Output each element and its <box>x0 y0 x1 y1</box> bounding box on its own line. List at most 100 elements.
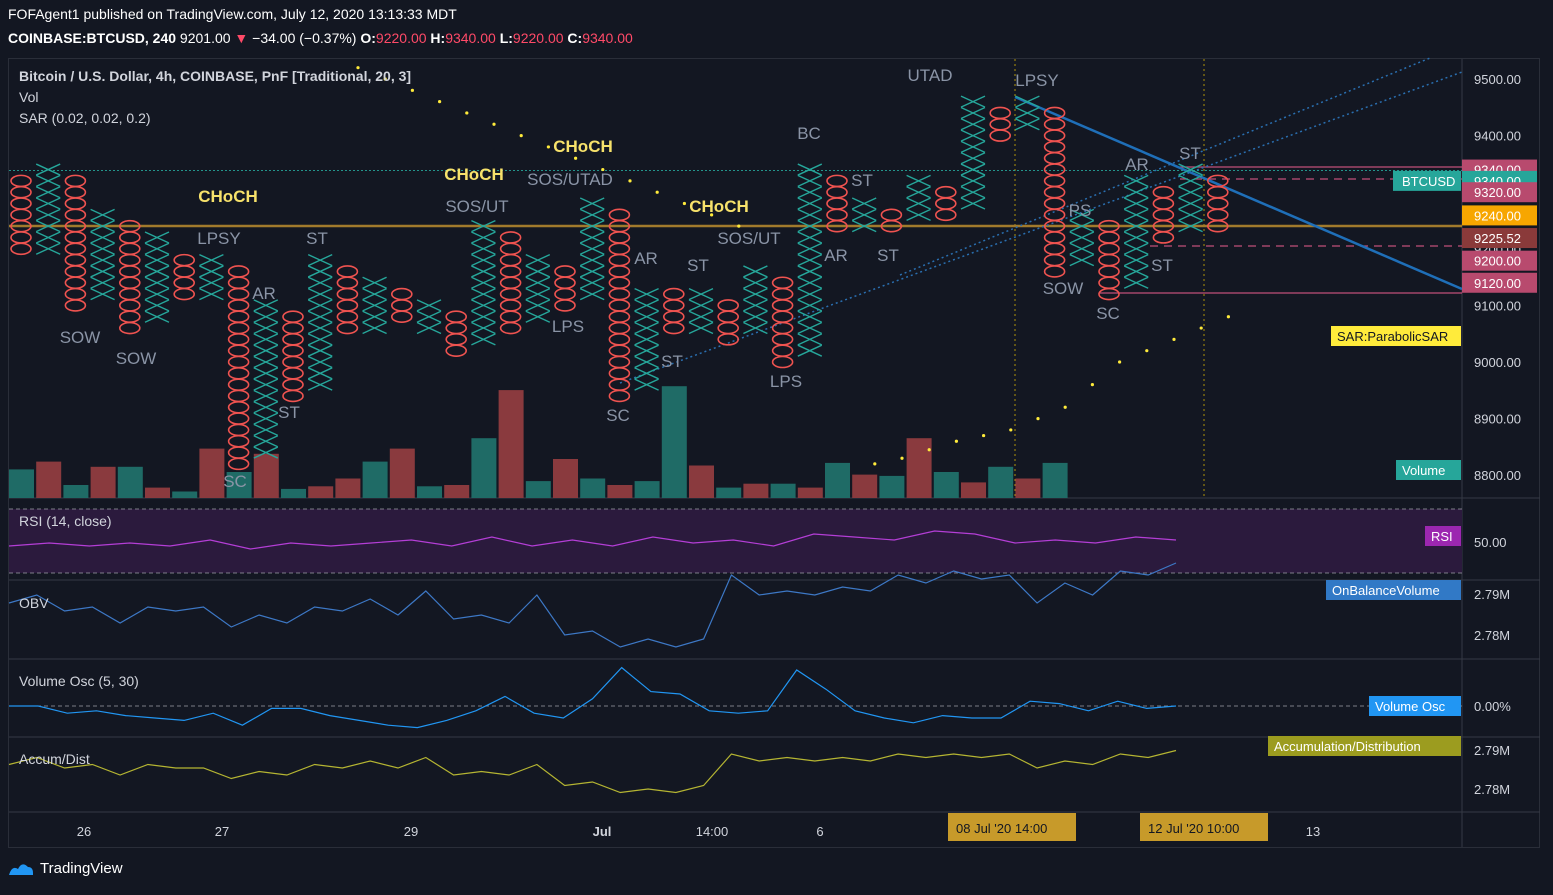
pnf-x-column <box>851 197 877 233</box>
sar-dot <box>601 167 605 172</box>
obv-side-label-box <box>1326 580 1461 600</box>
pnf-x-box <box>1069 231 1095 244</box>
volosc-line <box>9 666 1177 729</box>
sar-dot <box>1036 417 1040 421</box>
sar-dot <box>519 134 523 138</box>
pnf-x-box <box>253 333 279 346</box>
pnf-o-box <box>608 299 631 312</box>
wyckoff-annotation: ST <box>278 403 300 422</box>
pnf-x-box <box>634 344 659 357</box>
pnf-x-box <box>797 231 823 244</box>
pnf-o-box <box>989 117 1012 131</box>
pnf-x-box <box>253 367 279 380</box>
volume-bar <box>743 483 769 498</box>
pnf-x-box <box>688 299 714 312</box>
wyckoff-annotation: SC <box>1096 304 1120 323</box>
volume-bar <box>9 469 34 498</box>
pnf-x-box <box>797 321 823 335</box>
pnf-x-box <box>688 321 714 335</box>
wyckoff-annotation: ST <box>687 256 709 275</box>
pnf-x-box <box>144 299 170 312</box>
volosc-side-label-box <box>1369 696 1461 716</box>
volume-bar <box>716 487 742 498</box>
pnf-x-box <box>906 186 931 199</box>
pnf-x-box <box>634 355 659 369</box>
pnf-x-box <box>1069 220 1095 233</box>
pnf-x-box <box>960 197 986 210</box>
price-tag-label: 9120.00 <box>1474 276 1521 291</box>
volume-bar <box>36 461 62 498</box>
pnf-o-box <box>608 208 631 222</box>
pnf-x-box <box>797 186 823 199</box>
accum-line <box>8 749 1177 794</box>
pnf-o-column <box>445 310 468 357</box>
price-axis-label: 9500.00 <box>1474 72 1521 87</box>
time-axis-label: 27 <box>215 824 229 839</box>
volume-side-label-box <box>1396 460 1461 480</box>
sar-dot <box>383 77 387 81</box>
pnf-o-box <box>771 344 794 357</box>
pnf-o-box <box>608 253 631 267</box>
pnf-x-column <box>906 174 931 221</box>
high-label: H: <box>430 30 446 46</box>
time-highlight-box <box>1140 813 1268 841</box>
pnf-x-box <box>743 276 768 289</box>
sar-dot <box>982 433 986 438</box>
pnf-x-box <box>525 265 551 278</box>
pnf-x-box <box>253 355 279 369</box>
pnf-o-box <box>64 231 87 244</box>
pnf-x-box <box>253 423 279 437</box>
wyckoff-annotation: LPS <box>770 372 802 391</box>
pnf-o-box <box>64 242 87 256</box>
pnf-x-box <box>90 276 115 289</box>
pnf-x-column <box>634 287 659 391</box>
pnf-o-box <box>717 310 740 324</box>
volume-bar <box>988 466 1014 498</box>
pnf-o-box <box>227 400 250 414</box>
pnf-x-box <box>471 276 496 289</box>
sar-dot <box>655 190 659 194</box>
pnf-o-box <box>64 185 87 199</box>
pnf-x-box <box>144 231 170 244</box>
pnf-x-box <box>579 287 605 301</box>
pnf-x-box <box>743 287 768 301</box>
last-price: 9201.00 <box>179 30 231 46</box>
pnf-o-box <box>119 287 141 301</box>
pnf-o-box <box>119 299 141 312</box>
tradingview-brand[interactable]: TradingView <box>8 860 123 877</box>
pnf-x-box <box>743 265 768 278</box>
pnf-o-box <box>1152 208 1175 222</box>
chart-title: Bitcoin / U.S. Dollar, 4h, COINBASE, PnF… <box>19 68 411 84</box>
pnf-o-box <box>1043 208 1066 222</box>
pnf-x-box <box>579 265 605 278</box>
pnf-o-box <box>227 389 250 403</box>
pnf-x-box <box>1015 95 1040 108</box>
pnf-x-box <box>906 208 931 221</box>
pnf-x-box <box>307 333 333 346</box>
pnf-o-column <box>1207 174 1229 233</box>
time-axis-label: 14:00 <box>696 824 729 839</box>
pnf-o-box <box>1043 106 1066 120</box>
pnf-o-box <box>119 276 141 290</box>
pnf-o-box <box>119 253 141 267</box>
pnf-x-column <box>199 253 224 301</box>
tradingview-label: TradingView <box>40 860 123 877</box>
pnf-o-box <box>64 276 87 290</box>
pnf-o-box <box>445 310 468 324</box>
wyckoff-annotation: SOW <box>1043 279 1084 298</box>
pnf-x-box <box>253 435 279 448</box>
pnf-o-box <box>119 265 141 278</box>
sar-dot <box>1226 315 1230 319</box>
pnf-o-box <box>10 174 32 188</box>
downtrend-line <box>1014 95 1463 291</box>
pnf-o-box <box>227 265 250 278</box>
pnf-o-box <box>499 242 522 256</box>
pnf-o-box <box>227 287 250 301</box>
wyckoff-annotation: ST <box>1179 144 1201 163</box>
pnf-o-box <box>1043 163 1066 176</box>
volume-bar <box>471 438 497 498</box>
pnf-x-box <box>416 321 442 335</box>
obv-line <box>8 562 1177 648</box>
pnf-x-box <box>1123 174 1149 188</box>
